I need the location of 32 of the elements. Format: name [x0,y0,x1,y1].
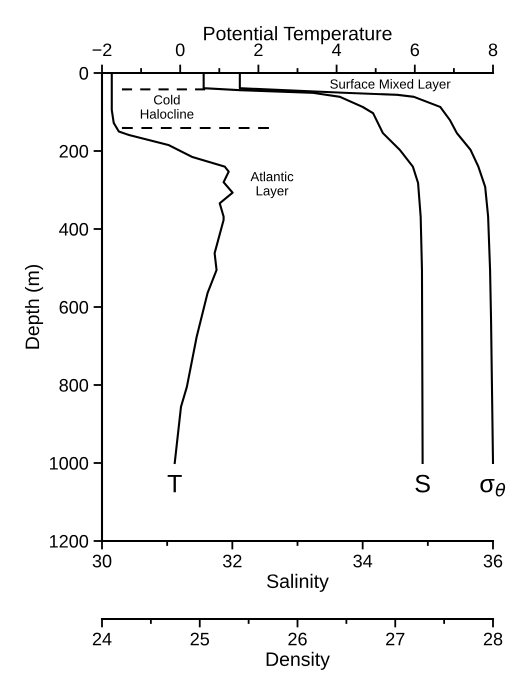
x-tick-label: 25 [190,632,210,646]
series-label: T [168,475,182,492]
x-tick-label: 34 [353,554,372,568]
y-axis-title: Depth (m) [24,264,44,349]
x2-tick-label: 6 [410,43,420,56]
y-tick-label: 800 [59,378,88,392]
x-tick-label: 32 [222,554,242,568]
x2-tick-label: 0 [176,43,185,56]
x-tick-label: 28 [484,632,502,646]
x-tick-label: 26 [288,632,307,646]
x-tick-label: 24 [92,632,112,646]
x2-axis-title: Potential Temperature [204,26,392,44]
x-axis-title: Salinity [267,574,329,592]
x2-tick-label: 4 [332,44,342,56]
series-label: σ$_{θ}$ [480,478,506,496]
y-tick-label: 0 [79,66,88,80]
annotation: Cold Halocline [140,94,194,119]
x2-tick-label: 2 [254,43,263,56]
x-axis-title: Density [266,652,330,670]
y-tick-label: 1000 [50,456,88,470]
annotation: Atlantic Layer [250,172,294,198]
y-tick-label: 1200 [50,534,88,548]
x2-tick-label: 8 [488,43,498,56]
x-tick-label: 36 [484,554,502,568]
x2-tick-label: −2 [92,43,112,56]
x-tick-label: 30 [92,554,112,568]
y-tick-label: 600 [60,300,88,314]
annotation: Surface Mixed Layer [330,79,450,92]
y-tick-label: 400 [59,222,88,236]
series-label: S [415,474,430,492]
y-tick-label: 200 [60,144,88,158]
x-tick-label: 27 [386,632,404,646]
